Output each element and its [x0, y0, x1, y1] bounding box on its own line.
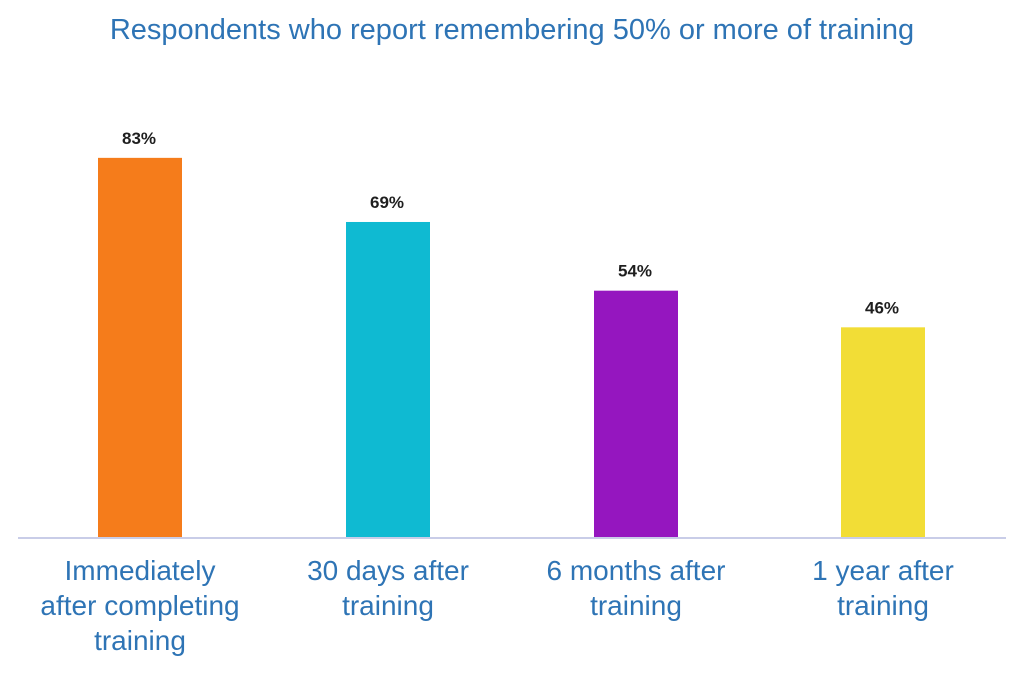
x-tick-label-1: Immediately after completing training: [40, 555, 240, 656]
bars-layer: [98, 157, 925, 539]
bar-1: [98, 157, 182, 539]
bar-value-label-4: 46%: [865, 298, 899, 317]
x-tick-label-4: 1 year after training: [812, 555, 954, 621]
chart-title: Respondents who report remembering 50% o…: [109, 14, 915, 46]
value-labels-layer: 83% 69% 54% 46%: [122, 129, 899, 317]
x-tick-label-3: 6 months after training: [546, 555, 726, 621]
bar-value-label-2: 69%: [370, 193, 404, 212]
bar-3: [594, 290, 678, 538]
bar-value-label-3: 54%: [618, 262, 652, 281]
bar-value-label-1: 83%: [122, 129, 156, 148]
bar-2: [346, 221, 430, 539]
bar-4: [841, 327, 925, 538]
x-tick-label-2: 30 days after training: [307, 555, 469, 621]
